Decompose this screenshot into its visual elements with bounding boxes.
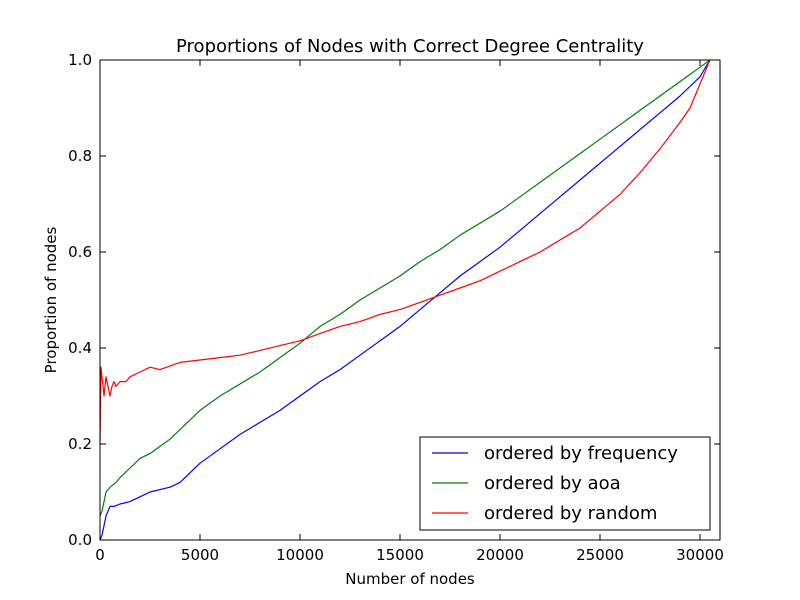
y-tick-label: 1.0 — [68, 51, 92, 69]
series-line-2 — [99, 59, 711, 445]
x-tick-label: 25000 — [576, 546, 624, 564]
series-line-0 — [99, 59, 711, 541]
y-tick-label: 0.8 — [68, 147, 92, 165]
y-tick-label: 0.4 — [68, 339, 92, 357]
chart-title: Proportions of Nodes with Correct Degree… — [176, 36, 644, 57]
x-axis: 0 5000 10000 15000 20000 25000 30000 — [95, 60, 724, 564]
legend-label-0: ordered by frequency — [484, 443, 678, 464]
x-tick-label: 20000 — [476, 546, 524, 564]
y-tick-label: 0.2 — [68, 435, 92, 453]
series-layer — [99, 59, 711, 541]
x-axis-label: Number of nodes — [345, 570, 475, 588]
x-tick-label: 0 — [95, 546, 105, 564]
y-axis-label: Proportion of nodes — [42, 226, 60, 373]
y-tick-label: 0.0 — [68, 531, 92, 549]
x-tick-label: 5000 — [181, 546, 219, 564]
legend-label-2: ordered by random — [484, 503, 657, 524]
legend-label-1: ordered by aoa — [484, 473, 621, 494]
plot-frame — [99, 59, 721, 541]
x-tick-label: 10000 — [276, 546, 324, 564]
legend: ordered by frequency ordered by aoa ordere… — [419, 436, 711, 531]
series-line-1 — [99, 59, 711, 517]
legend-frame — [419, 436, 711, 531]
y-tick-label: 0.6 — [68, 243, 92, 261]
x-tick-label: 15000 — [376, 546, 424, 564]
y-axis: 0.0 0.2 0.4 0.6 0.8 1.0 — [68, 51, 720, 549]
x-tick-label: 30000 — [676, 546, 724, 564]
